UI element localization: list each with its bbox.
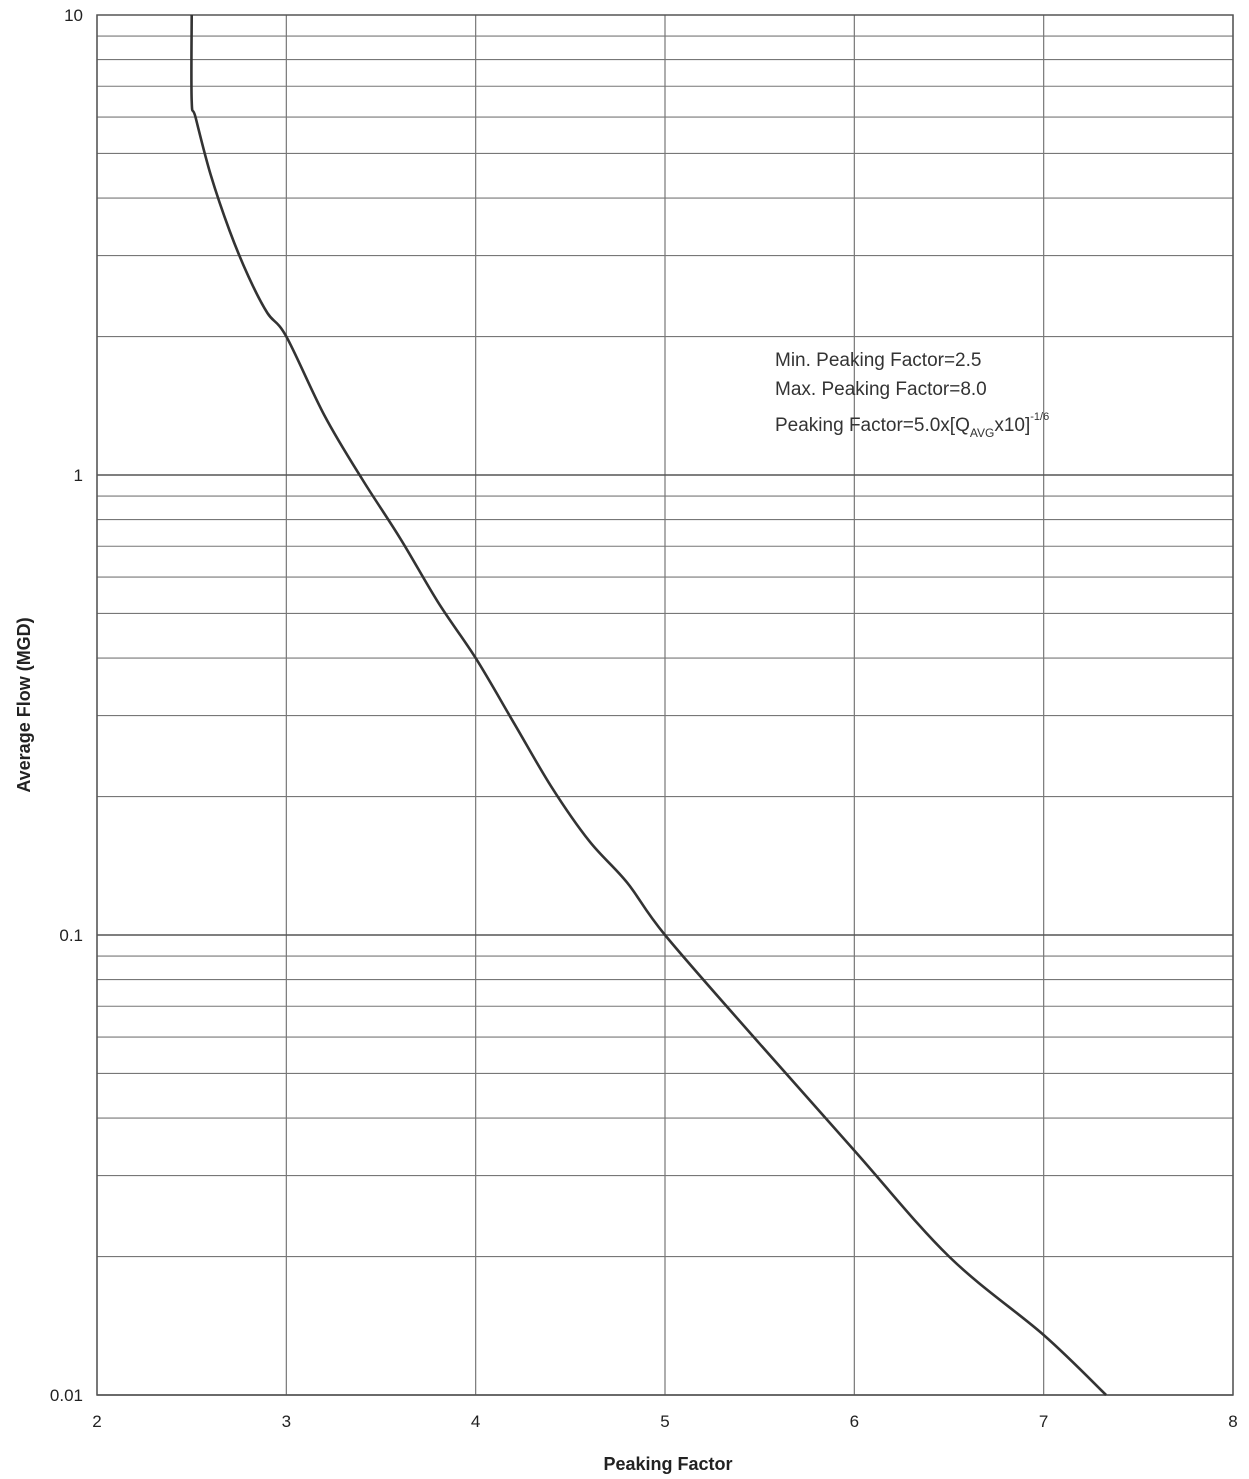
y-tick-label: 0.1 — [59, 926, 83, 945]
formula-prefix: Peaking Factor=5.0x[Q — [775, 415, 970, 436]
annotation-max: Max. Peaking Factor=8.0 — [775, 379, 987, 400]
y-tick-label: 0.01 — [50, 1386, 83, 1405]
grid — [96, 15, 1234, 1396]
annotation-min: Min. Peaking Factor=2.5 — [775, 350, 981, 371]
formula-superscript: -1/6 — [1030, 411, 1049, 423]
annotation: Min. Peaking Factor=2.5 Max. Peaking Fac… — [775, 350, 1049, 440]
tick-labels: 2 3 4 5 6 7 8 0.01 0.1 1 10 — [50, 6, 1238, 1431]
x-tick-label: 7 — [1039, 1412, 1048, 1431]
x-tick-label: 6 — [850, 1412, 859, 1431]
x-tick-label: 3 — [282, 1412, 291, 1431]
series-group — [190, 14, 1108, 1396]
x-tick-label: 5 — [660, 1412, 669, 1431]
y-tick-label: 1 — [74, 466, 83, 485]
y-tick-label: 10 — [64, 6, 83, 25]
y-axis-title: Average Flow (MGD) — [14, 617, 34, 792]
x-tick-label: 2 — [92, 1412, 101, 1431]
series-line — [190, 14, 1108, 1396]
x-axis-title: Peaking Factor — [603, 1454, 732, 1474]
formula-mid: x10] — [994, 415, 1030, 436]
x-tick-label: 4 — [471, 1412, 480, 1431]
annotation-formula: Peaking Factor=5.0x[QAVGx10]-1/6 — [775, 411, 1049, 440]
plot-frame — [96, 14, 1234, 1396]
formula-subscript: AVG — [970, 426, 994, 440]
x-tick-label: 8 — [1228, 1412, 1237, 1431]
